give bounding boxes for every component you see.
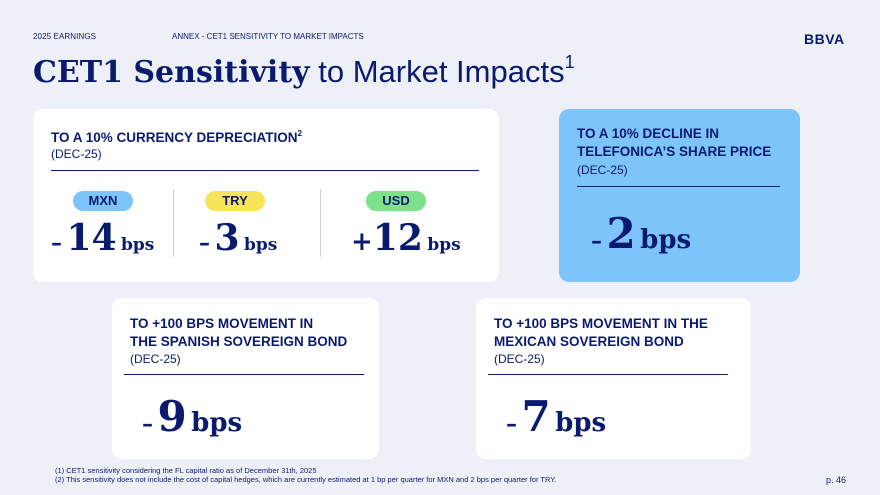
spanish-value: – 9 bps — [142, 392, 242, 441]
try-sign: – — [199, 230, 210, 256]
footnote-1: (1) CET1 sensitivity considering the FL … — [55, 466, 317, 475]
title-footnote-ref: 1 — [564, 52, 575, 72]
bbva-logo: BBVA — [804, 31, 845, 47]
spanish-unit: bps — [191, 408, 243, 438]
telefonica-heading-line1: TO A 10% DECLINE IN — [577, 126, 720, 141]
pill-usd: USD — [366, 191, 426, 211]
mexican-bond-card: TO +100 BPS MOVEMENT IN THE MEXICAN SOVE… — [476, 298, 751, 459]
mexican-number: 7 — [521, 392, 551, 441]
telefonica-heading-line2: TELEFONICA’S SHARE PRICE — [577, 144, 772, 159]
page-title: CET1 Sensitivity to Market Impacts1 — [33, 52, 575, 90]
page-number: p. 46 — [826, 475, 847, 485]
spanish-card-date: (DEC-25) — [130, 352, 181, 366]
spanish-sign: – — [142, 411, 153, 437]
mxn-number: 14 — [66, 217, 117, 259]
spanish-card-heading: TO +100 BPS MOVEMENT IN THE SPANISH SOVE… — [130, 315, 347, 351]
telefonica-value: – 2 bps — [591, 209, 691, 258]
spanish-card-divider — [124, 374, 364, 375]
currency-card-divider — [51, 170, 479, 171]
subsection-label: ANNEX - CET1 SENSITIVITY TO MARKET IMPAC… — [172, 32, 364, 41]
try-number: 3 — [214, 217, 240, 259]
mxn-sign: – — [51, 230, 62, 256]
mexican-heading-line2: MEXICAN SOVEREIGN BOND — [494, 334, 684, 349]
telefonica-card-heading: TO A 10% DECLINE IN TELEFONICA’S SHARE P… — [577, 125, 771, 161]
telefonica-card: TO A 10% DECLINE IN TELEFONICA’S SHARE P… — [559, 109, 800, 282]
mxn-value: – 14 bps — [51, 217, 154, 259]
pill-try: TRY — [205, 191, 265, 211]
spanish-number: 9 — [157, 392, 187, 441]
try-value: – 3 bps — [199, 217, 277, 259]
mexican-value: – 7 bps — [506, 392, 606, 441]
mexican-heading-line1: TO +100 BPS MOVEMENT IN THE — [494, 316, 708, 331]
mexican-card-divider — [488, 374, 728, 375]
telefonica-card-date: (DEC-25) — [577, 163, 628, 177]
currency-card-date: (DEC-25) — [51, 147, 102, 161]
currency-separator-2 — [320, 189, 321, 257]
currency-card-heading: TO A 10% CURRENCY DEPRECIATION2 — [51, 125, 302, 147]
usd-sign: + — [351, 227, 373, 257]
mxn-unit: bps — [121, 235, 155, 255]
title-light: to Market Impacts — [309, 54, 565, 89]
title-bold: CET1 Sensitivity — [33, 55, 310, 90]
pill-mxn: MXN — [73, 191, 133, 211]
telefonica-unit: bps — [640, 225, 692, 255]
telefonica-card-divider — [577, 186, 780, 187]
section-label: 2025 EARNINGS — [33, 32, 97, 41]
currency-card-footnote-ref: 2 — [297, 129, 302, 138]
spanish-heading-line1: TO +100 BPS MOVEMENT IN — [130, 316, 314, 331]
spanish-heading-line2: THE SPANISH SOVEREIGN BOND — [130, 334, 348, 349]
mexican-card-date: (DEC-25) — [494, 352, 545, 366]
usd-number: 12 — [372, 217, 423, 259]
usd-unit: bps — [427, 235, 461, 255]
try-unit: bps — [243, 235, 278, 255]
currency-separator-1 — [173, 189, 174, 257]
footnote-2: (2) This sensitivity does not include th… — [55, 475, 557, 484]
mexican-card-heading: TO +100 BPS MOVEMENT IN THE MEXICAN SOVE… — [494, 315, 708, 351]
telefonica-number: 2 — [606, 209, 636, 258]
currency-card-heading-text: TO A 10% CURRENCY DEPRECIATION — [51, 130, 298, 145]
mexican-sign: – — [506, 411, 517, 437]
mexican-unit: bps — [555, 408, 607, 438]
currency-depreciation-card: TO A 10% CURRENCY DEPRECIATION2 (DEC-25)… — [33, 109, 499, 282]
telefonica-sign: – — [591, 228, 602, 254]
spanish-bond-card: TO +100 BPS MOVEMENT IN THE SPANISH SOVE… — [112, 298, 379, 459]
usd-value: +12 bps — [351, 217, 461, 259]
